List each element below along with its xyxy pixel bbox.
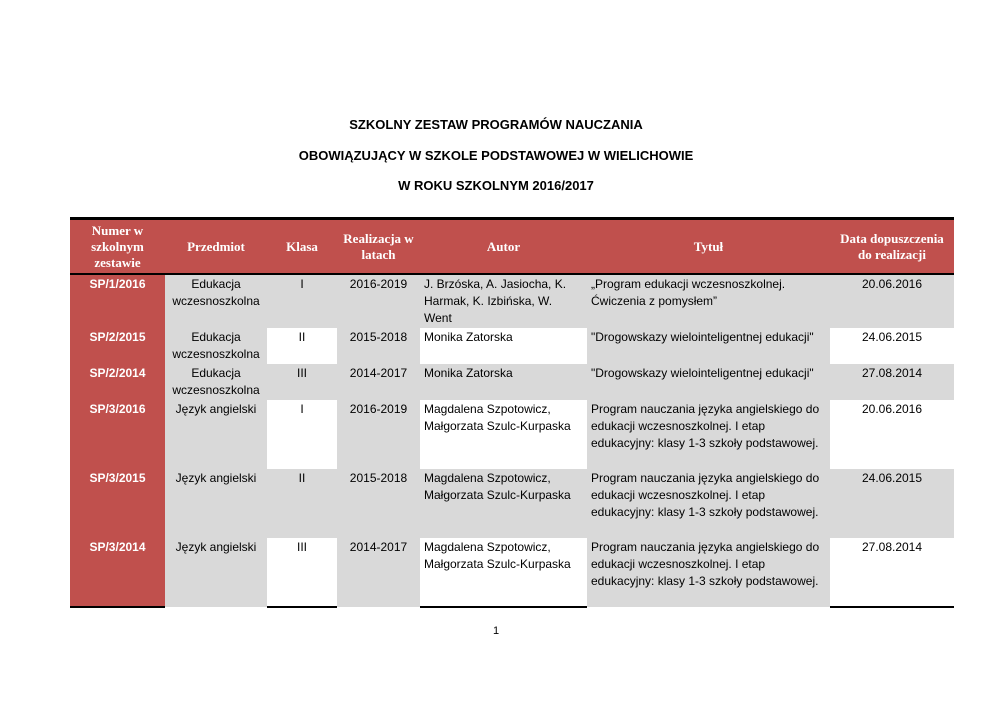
cell-realizacja: 2016-2019 [337, 400, 420, 469]
table-row: SP/2/2015 Edukacja wczesnoszkolna II 2015-2… [70, 328, 954, 364]
cell-autor: Magdalena Szpotowicz, Małgorzata Szulc-K… [420, 469, 587, 538]
cell-realizacja: 2015-2018 [337, 469, 420, 538]
header-data: Data dopuszczenia do realizacji [830, 217, 954, 275]
cell-przedmiot: Język angielski [165, 400, 267, 469]
cell-numer: SP/2/2015 [70, 328, 165, 364]
cell-realizacja: 2014-2017 [337, 538, 420, 607]
header-autor: Autor [420, 217, 587, 275]
cell-autor: Magdalena Szpotowicz, Małgorzata Szulc-K… [420, 538, 587, 608]
heading-line-2: OBOWIĄZUJĄCY W SZKOLE PODSTAWOWEJ W WIEL… [298, 148, 694, 163]
table-header-row: Numer w szkolnym zestawie Przedmiot Klas… [70, 217, 954, 275]
cell-autor: Monika Zatorska [420, 364, 587, 400]
cell-klasa: III [267, 364, 337, 400]
cell-tytul: "Drogowskazy wielointeligentnej edukacji… [587, 328, 830, 364]
cell-tytul: Program nauczania języka angielskiego do… [587, 538, 830, 607]
header-przedmiot: Przedmiot [165, 217, 267, 275]
cell-przedmiot: Edukacja wczesnoszkolna [165, 364, 267, 400]
cell-autor: J. Brzóska, A. Jasiocha, K. Harmak, K. I… [420, 274, 587, 328]
header-klasa: Klasa [267, 217, 337, 275]
cell-data: 20.06.2016 [830, 274, 954, 328]
cell-data: 24.06.2015 [830, 469, 954, 538]
cell-realizacja: 2015-2018 [337, 328, 420, 364]
cell-tytul: Program nauczania języka angielskiego do… [587, 400, 830, 469]
cell-tytul: "Drogowskazy wielointeligentnej edukacji… [587, 364, 830, 400]
table-row: SP/2/2014 Edukacja wczesnoszkolna III 2014-… [70, 364, 954, 400]
cell-numer: SP/3/2014 [70, 538, 165, 608]
heading-line-1: SZKOLNY ZESTAW PROGRAMÓW NAUCZANIA [349, 117, 643, 132]
table-row: SP/3/2015 Język angielski II 2015-2018 Magda… [70, 469, 954, 538]
cell-autor: Magdalena Szpotowicz, Małgorzata Szulc-K… [420, 400, 587, 469]
table-row: SP/1/2016 Edukacja wczesnoszkolna I 2016-20… [70, 274, 954, 328]
cell-realizacja: 2014-2017 [337, 364, 420, 400]
cell-przedmiot: Edukacja wczesnoszkolna [165, 328, 267, 364]
cell-przedmiot: Język angielski [165, 538, 267, 607]
cell-data: 27.08.2014 [830, 538, 954, 608]
header-numer: Numer w szkolnym zestawie [70, 217, 165, 275]
cell-klasa: I [267, 274, 337, 328]
cell-klasa: II [267, 469, 337, 538]
table-row: SP/3/2016 Język angielski I 2016-2019 Magdal… [70, 400, 954, 469]
cell-tytul: Program nauczania języka angielskiego do… [587, 469, 830, 538]
cell-numer: SP/3/2016 [70, 400, 165, 469]
cell-przedmiot: Edukacja wczesnoszkolna [165, 274, 267, 328]
table-row: SP/3/2014 Język angielski III 2014-2017 Magd… [70, 538, 954, 608]
page-number: 1 [492, 625, 500, 637]
cell-tytul: „Program edukacji wczesnoszkolnej. Ćwicz… [587, 274, 830, 328]
cell-klasa: II [267, 328, 337, 364]
program-table: Numer w szkolnym zestawie Przedmiot Klas… [70, 217, 954, 608]
cell-klasa: I [267, 400, 337, 469]
cell-numer: SP/2/2014 [70, 364, 165, 400]
cell-data: 20.06.2016 [830, 400, 954, 469]
cell-data: 27.08.2014 [830, 364, 954, 400]
heading-line-3: W ROKU SZKOLNYM 2016/2017 [398, 178, 594, 193]
cell-numer: SP/1/2016 [70, 274, 165, 328]
cell-klasa: III [267, 538, 337, 608]
cell-numer: SP/3/2015 [70, 469, 165, 538]
cell-realizacja: 2016-2019 [337, 274, 420, 328]
header-realizacja: Realizacja w latach [337, 217, 420, 275]
header-tytul: Tytuł [587, 217, 830, 275]
cell-data: 24.06.2015 [830, 328, 954, 364]
cell-autor: Monika Zatorska [420, 328, 587, 364]
cell-przedmiot: Język angielski [165, 469, 267, 538]
